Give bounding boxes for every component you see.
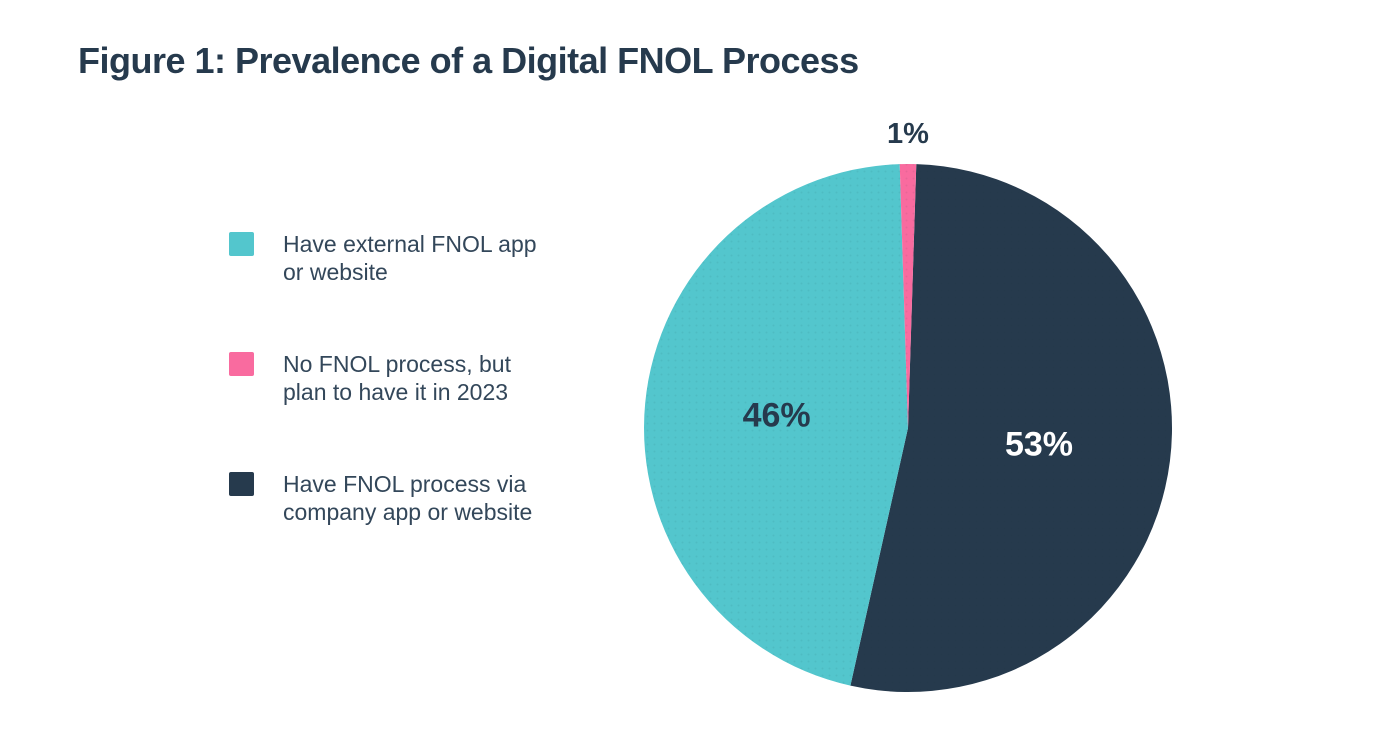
slice-label-46pct: 46% [743,397,811,435]
legend-swatch [229,472,254,496]
legend-label: No FNOL process, but plan to have it in … [283,351,511,405]
legend-label: Have FNOL process via company app or web… [283,471,533,525]
legend-swatch [229,232,254,256]
legend-item: No FNOL process, but plan to have it in … [229,350,537,406]
pie-slices [644,163,1173,693]
pie-labels: 53% 46% 1% [743,118,1073,464]
slice-label-53pct: 53% [1005,426,1073,464]
chart-legend: Have external FNOL app or website No FNOL… [229,230,537,590]
legend-label: Have external FNOL app or website [283,231,537,285]
legend-item: Have external FNOL app or website [229,230,537,286]
figure-title: Figure 1: Prevalence of a Digital FNOL P… [78,40,859,81]
pie-texture-overlay [644,164,1172,692]
legend-swatch [229,352,254,376]
legend-item: Have FNOL process via company app or web… [229,470,537,526]
slice-label-1pct: 1% [887,118,929,150]
